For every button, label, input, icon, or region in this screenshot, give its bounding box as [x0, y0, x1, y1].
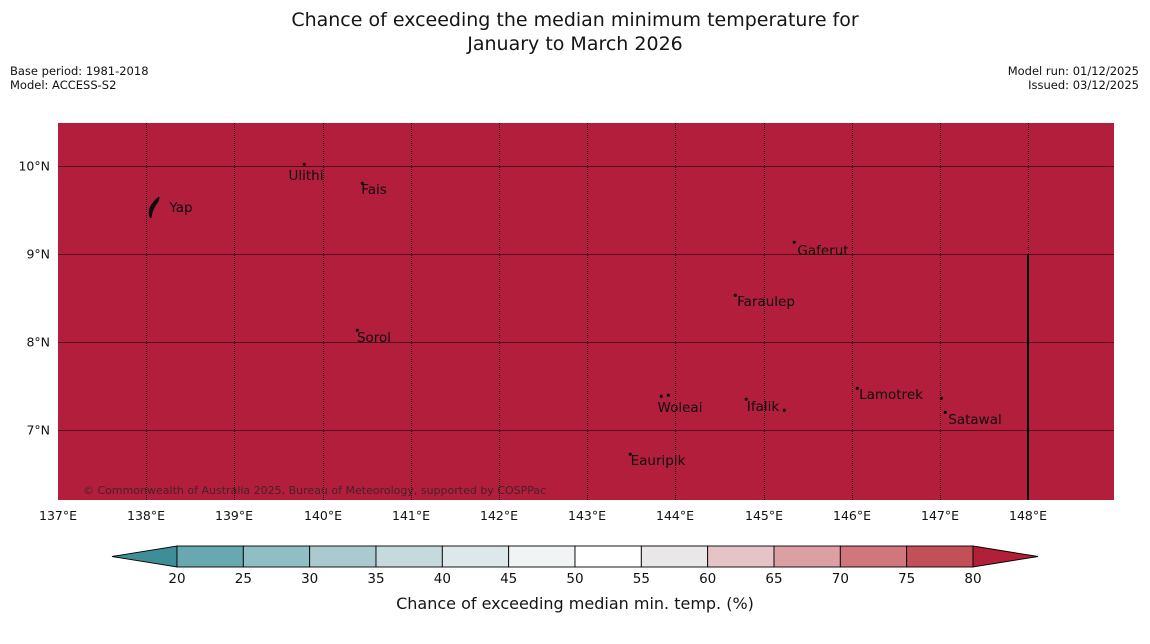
gridline-horizontal	[58, 342, 1114, 343]
forecast-map: © Commonwealth of Australia 2025, Bureau…	[58, 123, 1114, 500]
lon-tick-label: 147°E	[920, 508, 960, 523]
lon-tick-label: 141°E	[391, 508, 431, 523]
island-dot	[659, 394, 663, 398]
island-dot	[360, 181, 364, 185]
gridline-vertical	[323, 123, 324, 500]
lat-tick-label: 10°N	[18, 158, 50, 174]
colorbar-segment	[906, 545, 974, 568]
place-label: Yap	[169, 200, 193, 216]
colorbar-segment	[242, 545, 311, 568]
gridline-vertical	[411, 123, 412, 500]
run-info: Model run: 01/12/2025 Issued: 03/12/2025	[1007, 64, 1139, 92]
colorbar-segment	[176, 545, 244, 568]
gridline-vertical	[675, 123, 676, 500]
place-label: Satawal	[948, 412, 1002, 428]
lat-tick-label: 7°N	[26, 422, 50, 438]
colorbar-tick-label: 65	[765, 571, 783, 587]
colorbar-tick-label: 40	[433, 571, 451, 587]
copyright-text: © Commonwealth of Australia 2025, Bureau…	[83, 484, 547, 497]
gridline-vertical	[940, 123, 941, 500]
gridline-vertical	[499, 123, 500, 500]
colorbar-segment	[773, 545, 841, 568]
colorbar-segment	[375, 545, 443, 568]
lon-tick-label: 146°E	[832, 508, 872, 523]
colorbar-tick-label: 55	[632, 571, 650, 587]
island-dot	[666, 393, 670, 397]
gridline-vertical	[587, 123, 588, 500]
gridline-vertical	[234, 123, 235, 500]
island-dot	[302, 162, 306, 166]
island-dot	[733, 293, 737, 297]
place-label: Woleai	[657, 400, 703, 416]
lat-tick-label: 8°N	[26, 334, 50, 350]
colorbar-tick-label: 60	[699, 571, 717, 587]
chart-title-line1: Chance of exceeding the median minimum t…	[291, 9, 859, 31]
lat-tick-label: 9°N	[26, 246, 50, 262]
place-label: Gaferut	[797, 243, 849, 259]
island-dot	[744, 397, 748, 401]
colorbar-tick-label: 25	[234, 571, 252, 587]
lon-tick-label: 148°E	[1008, 508, 1048, 523]
colorbar-tick-label: 80	[964, 571, 982, 587]
base-period-text: Base period: 1981-2018	[10, 64, 149, 78]
place-label: Sorol	[356, 330, 392, 346]
gridline-horizontal	[58, 254, 1114, 255]
colorbar-tick-label: 70	[831, 571, 849, 587]
colorbar-segment	[309, 545, 377, 568]
place-label: Eauripik	[630, 453, 686, 469]
island-dot	[939, 396, 943, 400]
colorbar-tick-label: 35	[367, 571, 385, 587]
colorbar-segment	[574, 545, 642, 568]
lon-tick-label: 139°E	[214, 508, 254, 523]
colorbar-tick-label: 50	[566, 571, 584, 587]
lon-tick-label: 145°E	[744, 508, 784, 523]
colorbar-arrow-left	[111, 545, 178, 568]
colorbar-arrow-right	[972, 545, 1039, 568]
colorbar-segment	[640, 545, 709, 568]
place-label: Fais	[361, 182, 387, 198]
model-name-text: Model: ACCESS-S2	[10, 77, 117, 92]
island-dot	[855, 386, 859, 390]
island-dot	[782, 408, 786, 412]
gridline-horizontal	[58, 166, 1114, 167]
place-label: Ifalik	[746, 399, 780, 415]
colorbar-segment	[508, 545, 576, 568]
gridline-vertical	[764, 123, 765, 500]
lon-tick-label: 137°E	[38, 508, 78, 523]
place-label: Ulithi	[288, 168, 324, 184]
chart-title-line2: January to March 2026	[467, 33, 683, 55]
lon-tick-label: 143°E	[567, 508, 607, 523]
chart-title: Chance of exceeding the median minimum t…	[0, 8, 1150, 56]
colorbar-segment	[441, 545, 510, 568]
model-info: Base period: 1981-2018 Model: ACCESS-S2	[10, 64, 149, 92]
place-label: Lamotrek	[859, 387, 923, 403]
lon-tick-label: 138°E	[126, 508, 166, 523]
issued-text: Issued: 03/12/2025	[1028, 77, 1139, 92]
gridline-vertical	[852, 123, 853, 500]
colorbar-segment	[839, 545, 908, 568]
colorbar-segment	[707, 545, 775, 568]
island-dot	[628, 452, 632, 456]
lon-tick-label: 142°E	[479, 508, 519, 523]
island-dot	[792, 240, 796, 244]
colorbar-tick-label: 20	[168, 571, 186, 587]
place-label: Faraulep	[737, 294, 795, 310]
gridline-vertical	[146, 123, 147, 500]
lon-tick-label: 144°E	[655, 508, 695, 523]
colorbar	[111, 545, 1039, 568]
colorbar-tick-label: 30	[301, 571, 319, 587]
model-run-text: Model run: 01/12/2025	[1007, 64, 1139, 78]
island-dot	[943, 410, 947, 414]
gridline-horizontal	[58, 430, 1114, 431]
island-dot	[355, 328, 359, 332]
yap-island-icon	[146, 195, 162, 224]
state-boundary-line	[1027, 254, 1029, 500]
colorbar-tick-label: 75	[898, 571, 916, 587]
colorbar-label: Chance of exceeding median min. temp. (%…	[396, 594, 754, 613]
lon-tick-label: 140°E	[303, 508, 343, 523]
colorbar-tick-label: 45	[500, 571, 518, 587]
